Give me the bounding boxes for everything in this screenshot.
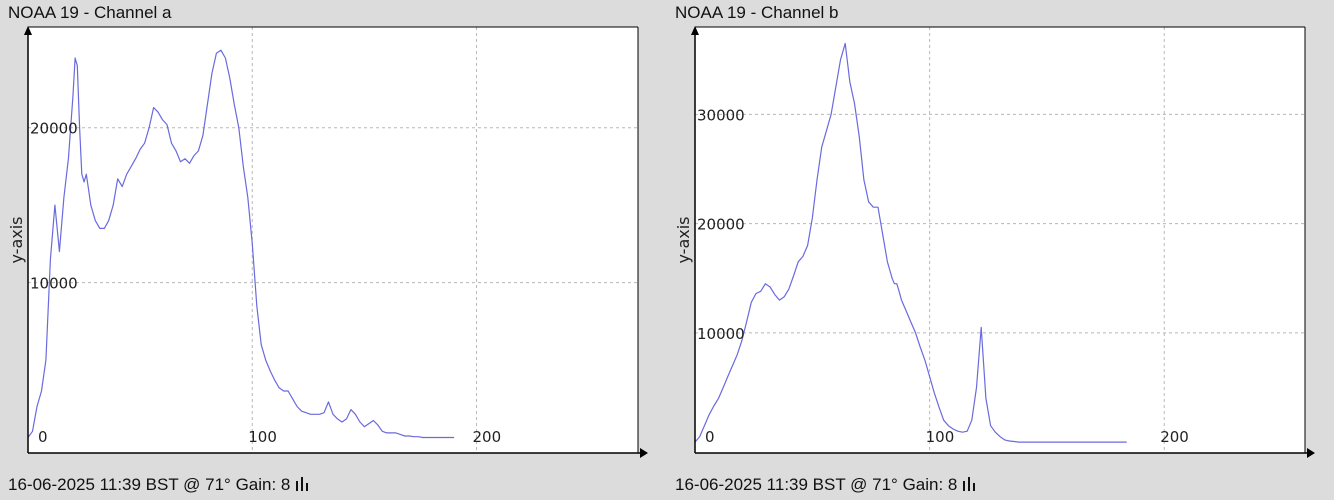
series-line bbox=[694, 42, 1127, 443]
chart-title: NOAA 19 - Channel a bbox=[8, 3, 172, 22]
y-axis-arrow bbox=[691, 26, 699, 35]
signal-bars-icon bbox=[963, 477, 976, 491]
x-tick-label: 200 bbox=[1160, 428, 1189, 446]
x-tick-label: 0 bbox=[705, 428, 715, 446]
x-axis-arrow bbox=[1307, 448, 1315, 458]
x-axis-arrow bbox=[640, 448, 648, 458]
y-axis-arrow bbox=[24, 26, 32, 35]
line-chart: 0 100 200 10000 20000 y-axis bbox=[7, 26, 648, 458]
footer-text: 16-06-2025 11:39 BST @ 71° Gain: 8 bbox=[8, 475, 291, 494]
chart-panel-a: NOAA 19 - Channel a 0 100 200 10000 20000 y-a… bbox=[7, 3, 648, 495]
y-tick-label: 20000 bbox=[30, 120, 78, 138]
x-tick-label: 0 bbox=[38, 428, 48, 446]
x-tick-label: 100 bbox=[248, 428, 277, 446]
signal-bars-icon bbox=[296, 477, 309, 491]
y-tick-label: 10000 bbox=[697, 325, 745, 343]
plot-area bbox=[28, 27, 638, 453]
y-axis-label: y-axis bbox=[7, 216, 26, 263]
y-tick-label: 10000 bbox=[30, 275, 78, 293]
x-tick-label: 200 bbox=[473, 428, 502, 446]
x-tick-label: 100 bbox=[926, 428, 955, 446]
chart-panel-b: NOAA 19 - Channel b 0 100 200 10000 20000 300… bbox=[667, 0, 1334, 500]
series-line bbox=[27, 49, 455, 439]
y-tick-label: 20000 bbox=[697, 216, 745, 234]
status-footer: 16-06-2025 11:39 BST @ 71° Gain: 8 bbox=[675, 475, 976, 495]
y-axis-label: y-axis bbox=[674, 216, 693, 263]
y-tick-label: 30000 bbox=[697, 106, 745, 124]
status-footer: 16-06-2025 11:39 BST @ 71° Gain: 8 bbox=[8, 475, 309, 495]
footer-text: 16-06-2025 11:39 BST @ 71° Gain: 8 bbox=[675, 475, 958, 494]
chart-title: NOAA 19 - Channel b bbox=[675, 3, 839, 22]
plot-area bbox=[695, 27, 1305, 453]
line-chart: 0 100 200 10000 20000 30000 y-axis bbox=[674, 26, 1315, 458]
